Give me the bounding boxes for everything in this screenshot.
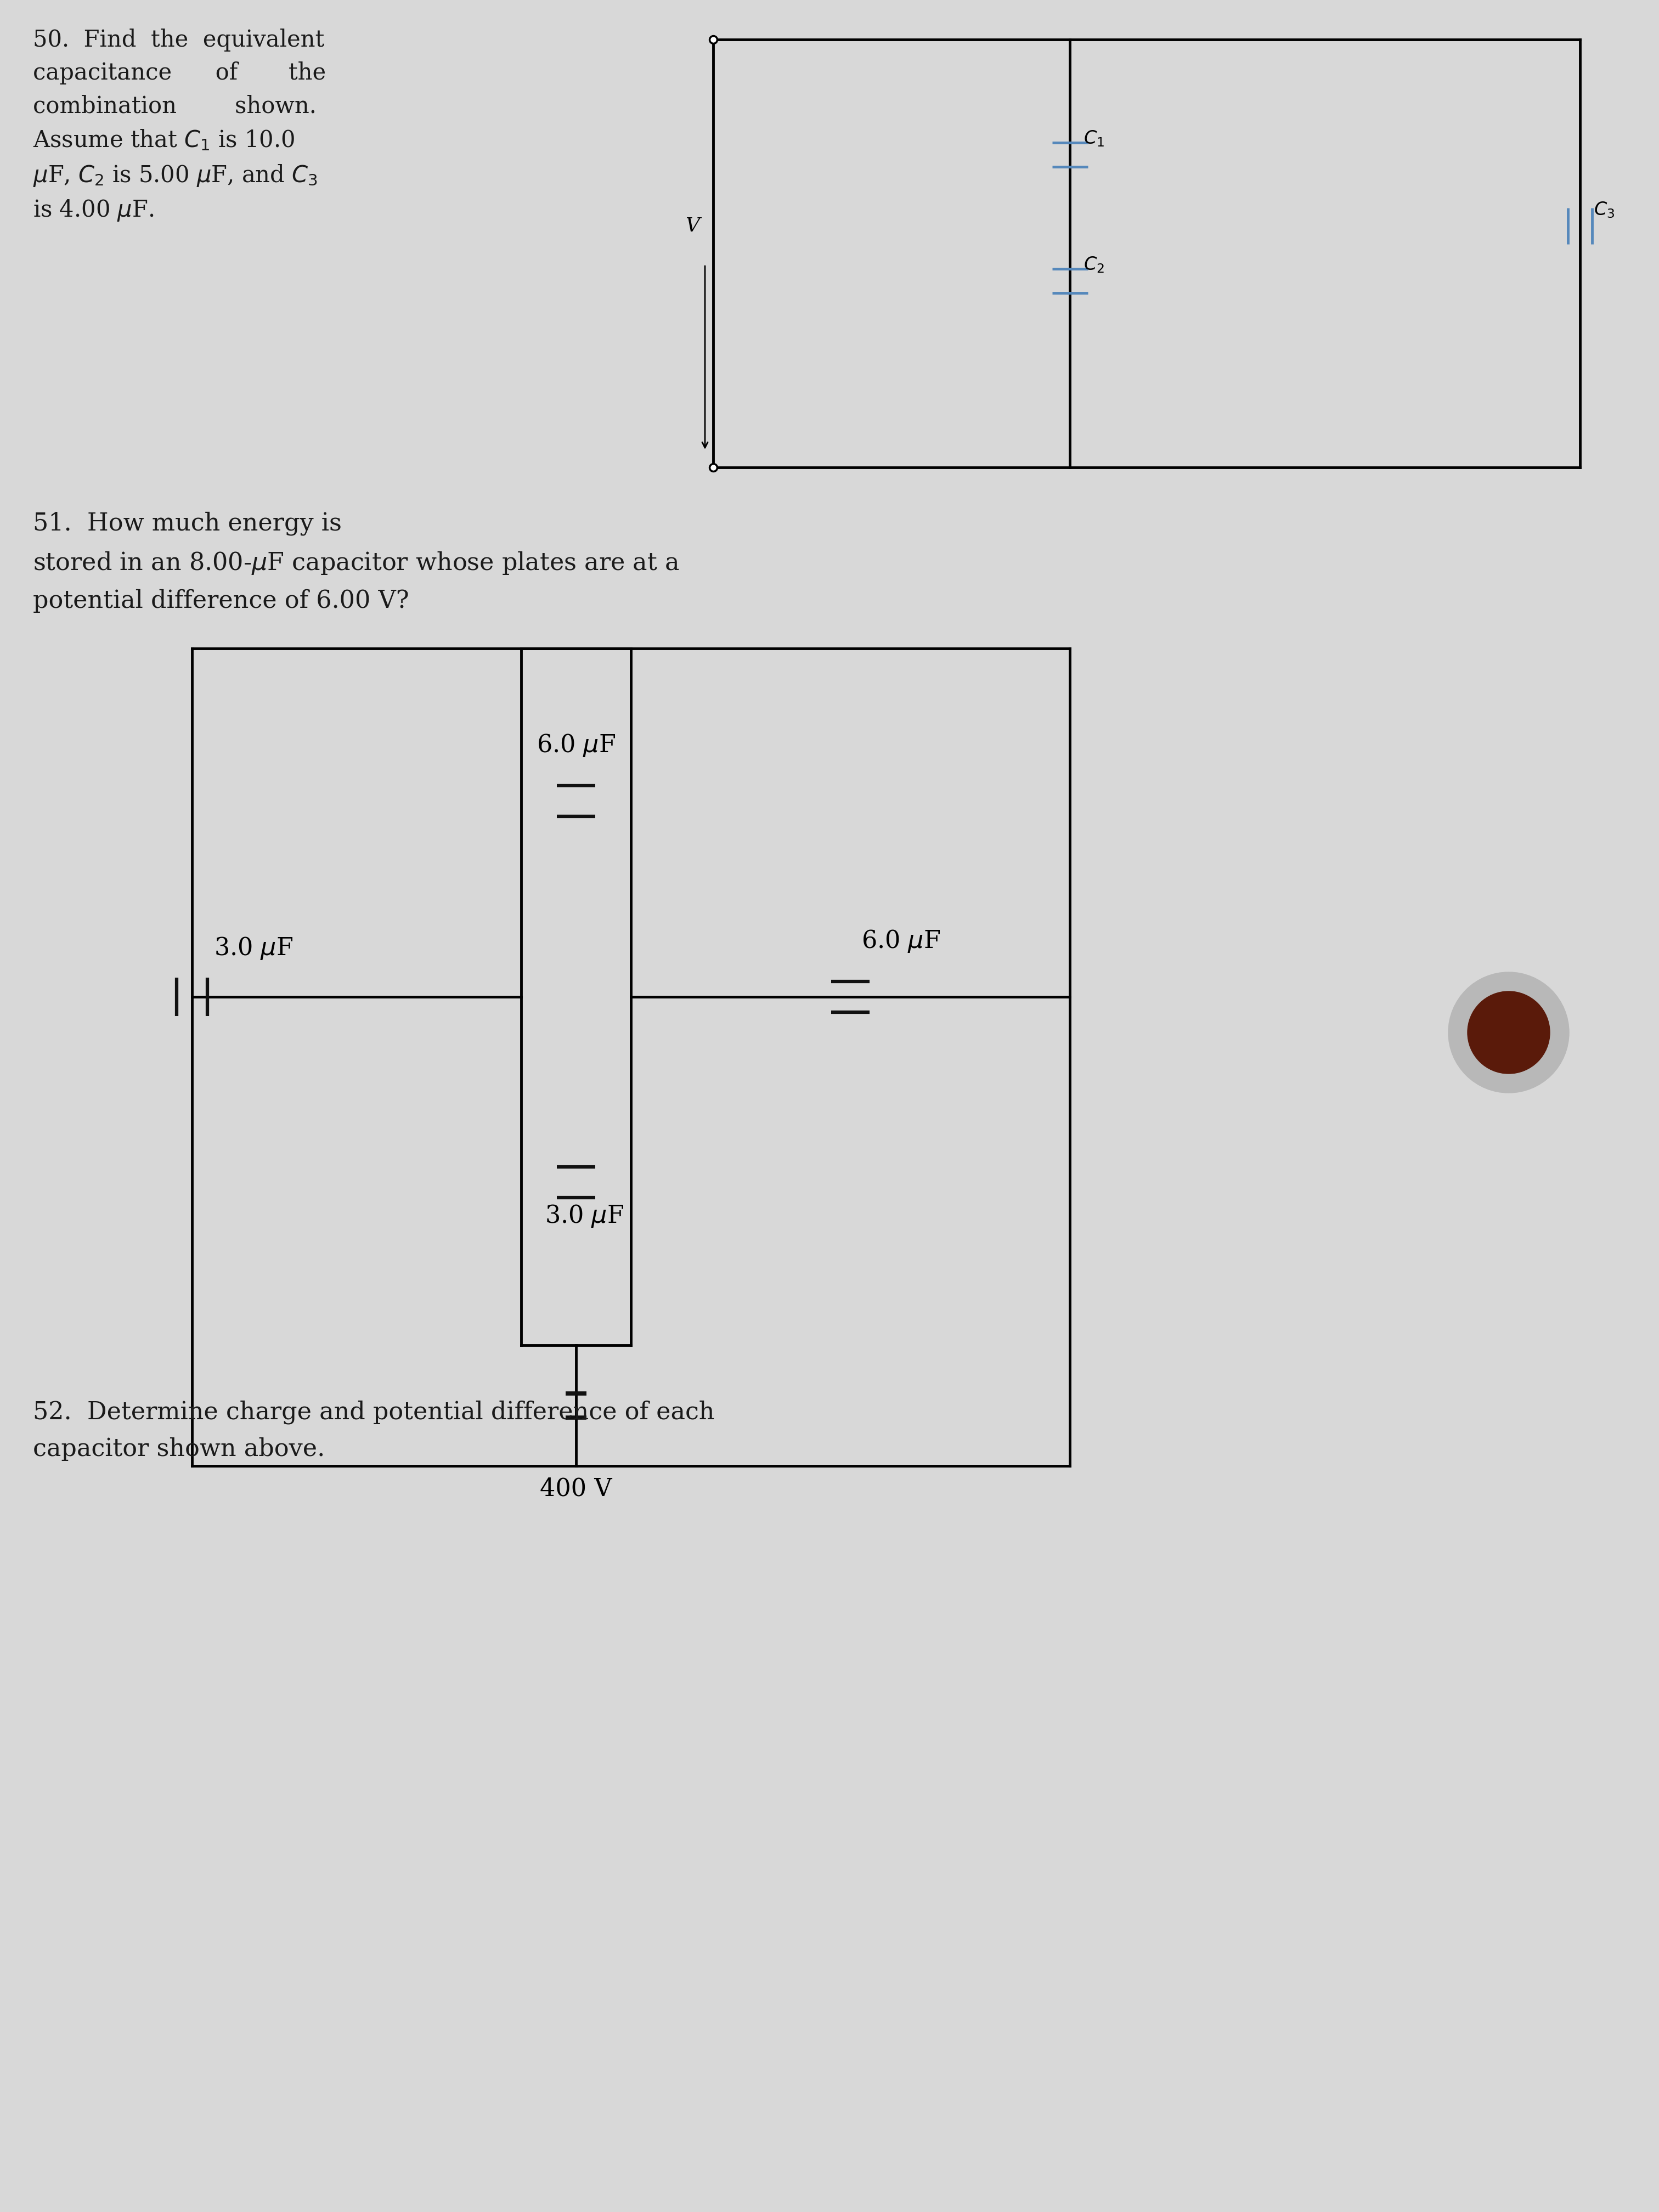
Text: $C_2$: $C_2$ — [1083, 254, 1105, 274]
Text: 3.0 $\mu$F: 3.0 $\mu$F — [544, 1203, 624, 1228]
Circle shape — [1468, 991, 1550, 1073]
Circle shape — [1448, 971, 1569, 1093]
Text: 51.  How much energy is
stored in an 8.00-$\mu$F capacitor whose plates are at a: 51. How much energy is stored in an 8.00… — [33, 511, 680, 613]
Text: 400 V: 400 V — [539, 1478, 612, 1500]
Text: 6.0 $\mu$F: 6.0 $\mu$F — [536, 732, 615, 759]
Text: $C_3$: $C_3$ — [1594, 201, 1614, 219]
Text: 52.  Determine charge and potential difference of each
capacitor shown above.: 52. Determine charge and potential diffe… — [33, 1400, 715, 1460]
Text: 50.  Find  the  equivalent
capacitance      of       the
combination        show: 50. Find the equivalent capacitance of t… — [33, 29, 325, 223]
Text: 3.0 $\mu$F: 3.0 $\mu$F — [214, 936, 294, 962]
Text: V: V — [685, 217, 700, 234]
Text: $C_1$: $C_1$ — [1083, 128, 1105, 148]
Text: 6.0 $\mu$F: 6.0 $\mu$F — [861, 929, 941, 953]
